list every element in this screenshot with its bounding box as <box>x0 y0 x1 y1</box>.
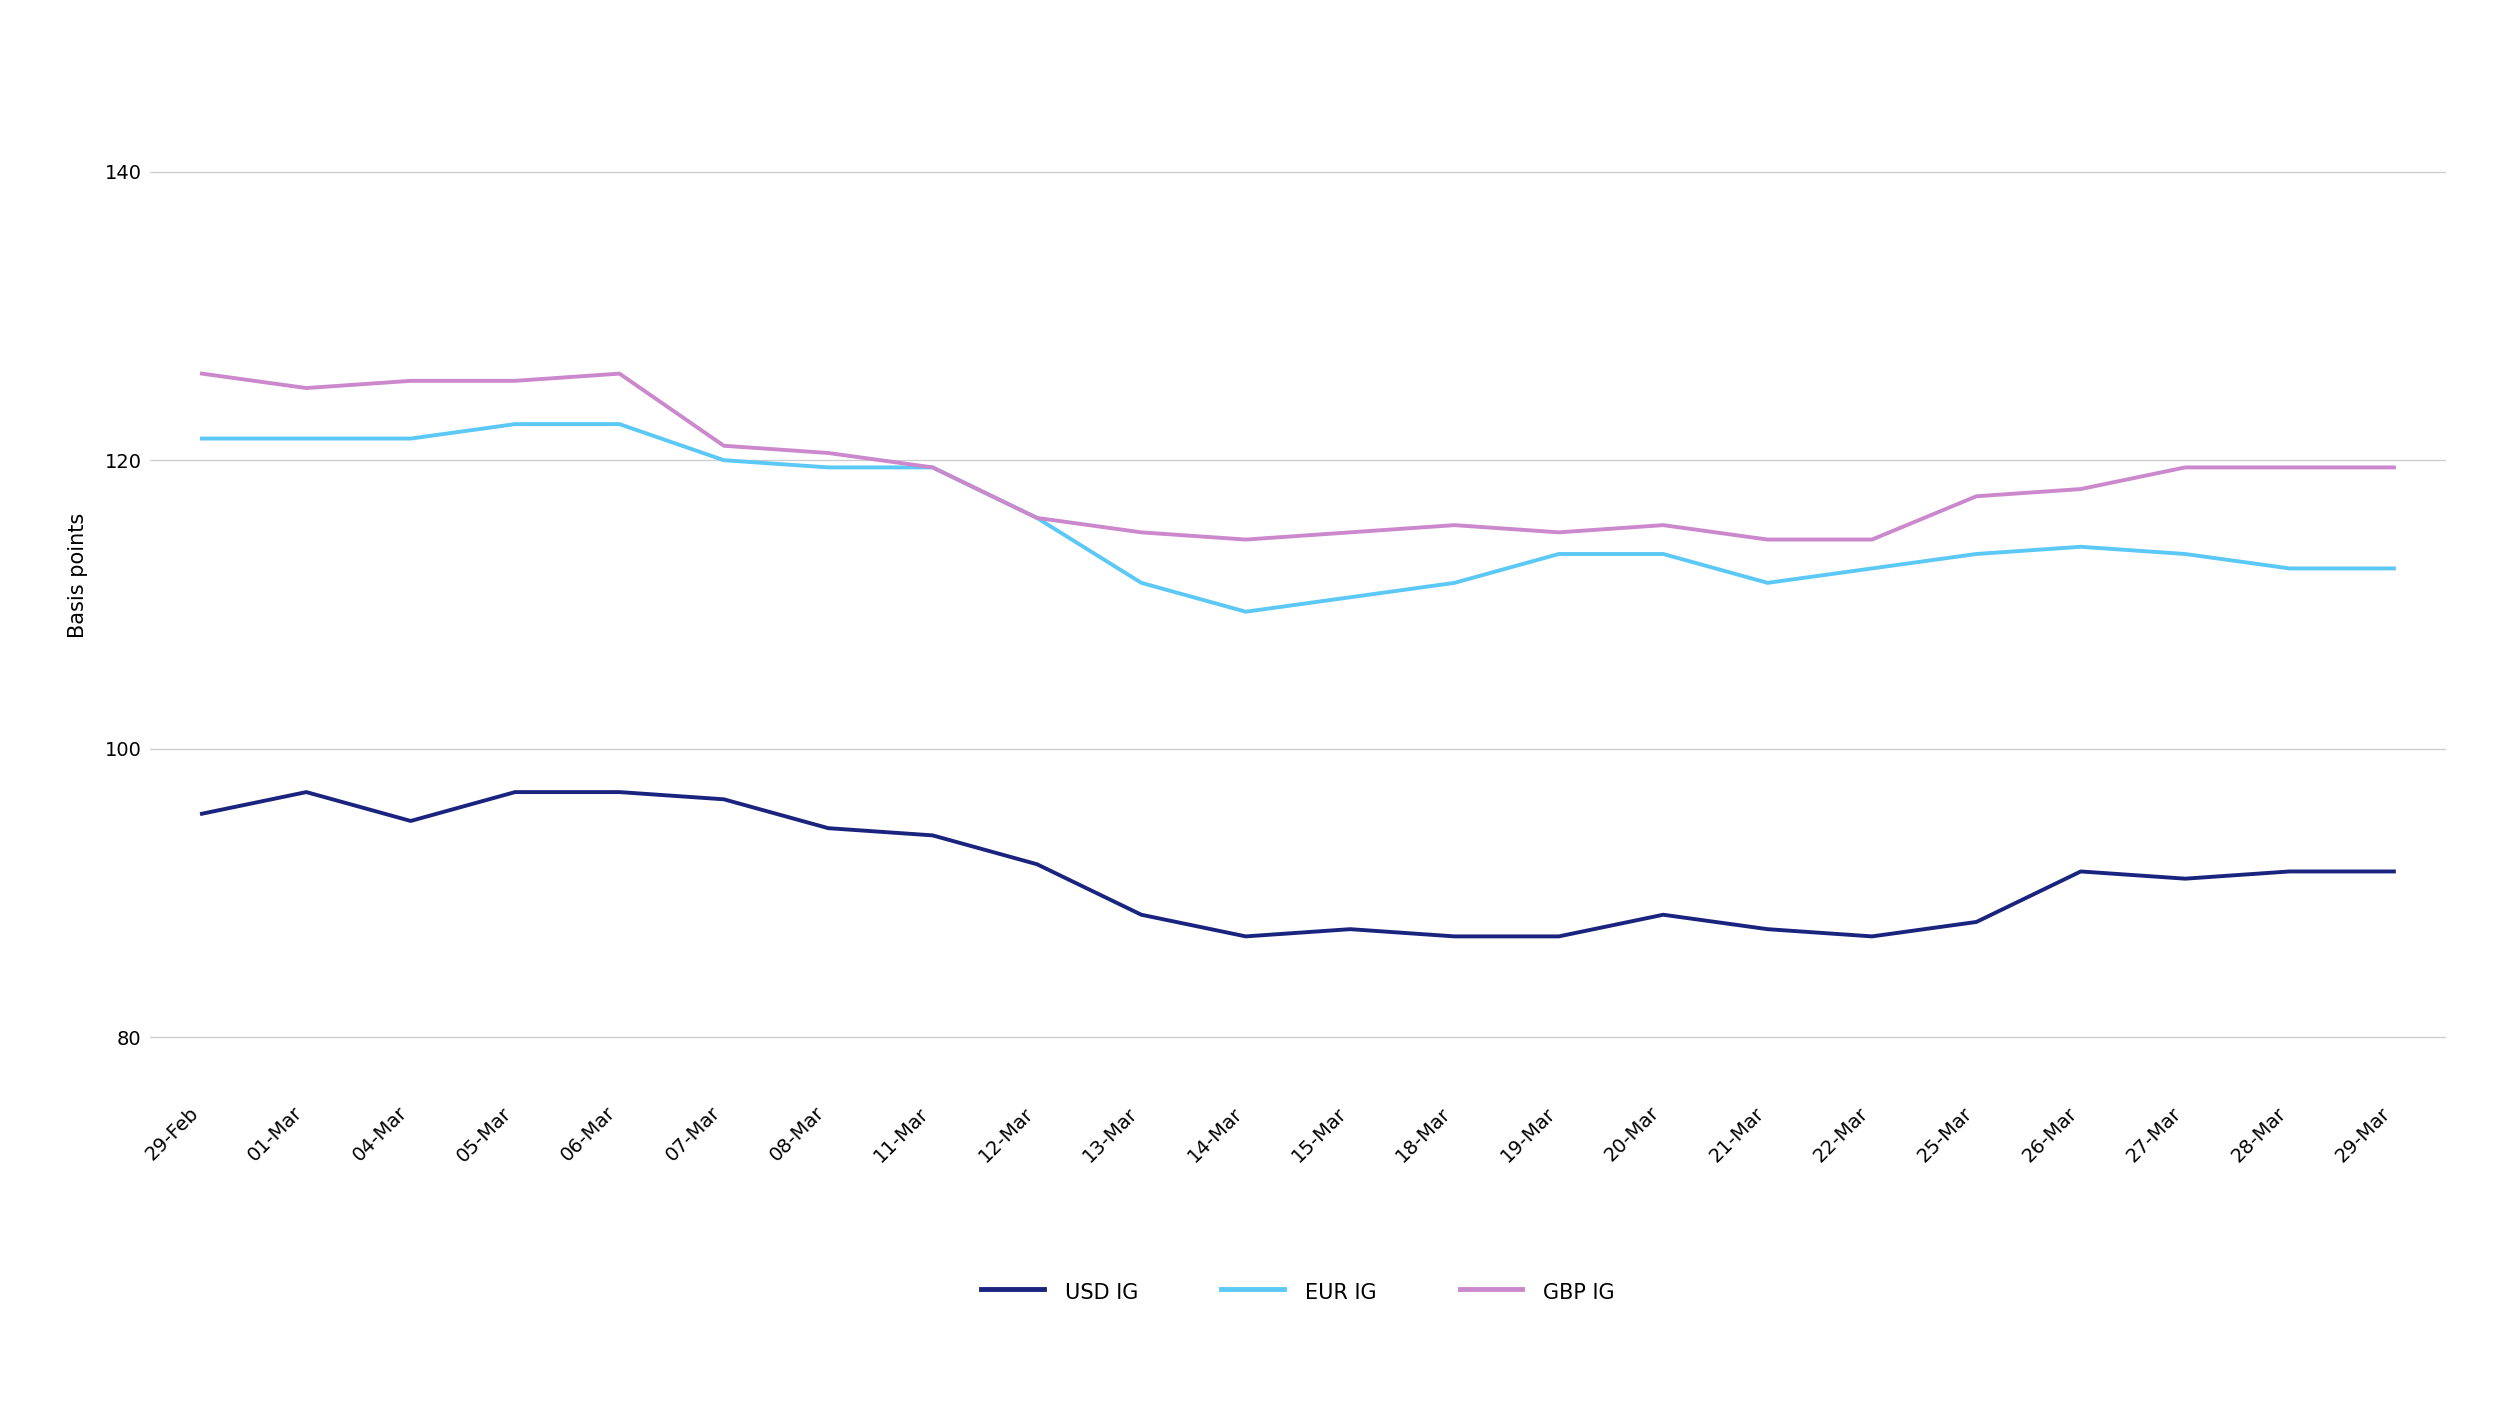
USD IG <box>604 783 634 800</box>
GBP IG <box>1126 524 1156 541</box>
USD IG <box>709 790 739 807</box>
GBP IG <box>1231 531 1260 548</box>
EUR IG <box>1647 546 1677 563</box>
GBP IG <box>604 365 634 382</box>
USD IG <box>1440 928 1470 945</box>
GBP IG <box>919 459 948 476</box>
USD IG <box>2274 863 2304 880</box>
GBP IG <box>1647 517 1677 534</box>
USD IG <box>187 806 217 823</box>
EUR IG <box>499 416 529 432</box>
EUR IG <box>2169 546 2199 563</box>
GBP IG <box>1857 531 1887 548</box>
USD IG <box>292 783 322 800</box>
USD IG <box>1021 856 1051 873</box>
EUR IG <box>292 430 322 446</box>
GBP IG <box>1440 517 1470 534</box>
USD IG <box>1962 914 1992 931</box>
USD IG <box>1647 907 1677 924</box>
EUR IG <box>1335 588 1365 605</box>
USD IG <box>1335 921 1365 938</box>
USD IG <box>1126 907 1156 924</box>
USD IG <box>397 813 427 830</box>
EUR IG <box>397 430 427 446</box>
EUR IG <box>1545 546 1575 563</box>
GBP IG <box>2169 459 2199 476</box>
Line: GBP IG: GBP IG <box>202 373 2394 539</box>
EUR IG <box>709 452 739 469</box>
USD IG <box>1231 928 1260 945</box>
USD IG <box>919 827 948 844</box>
EUR IG <box>1857 560 1887 577</box>
USD IG <box>2169 870 2199 887</box>
Legend: USD IG, EUR IG, GBP IG: USD IG, EUR IG, GBP IG <box>973 1271 1622 1313</box>
USD IG <box>1752 921 1782 938</box>
USD IG <box>1545 928 1575 945</box>
EUR IG <box>919 459 948 476</box>
GBP IG <box>709 438 739 455</box>
EUR IG <box>2379 560 2409 577</box>
Line: EUR IG: EUR IG <box>202 424 2394 612</box>
EUR IG <box>1126 574 1156 591</box>
GBP IG <box>1021 510 1051 526</box>
EUR IG <box>2067 538 2097 555</box>
USD IG <box>814 820 844 837</box>
USD IG <box>1857 928 1887 945</box>
EUR IG <box>187 430 217 446</box>
GBP IG <box>187 365 217 382</box>
GBP IG <box>397 372 427 389</box>
EUR IG <box>1962 546 1992 563</box>
GBP IG <box>292 379 322 396</box>
EUR IG <box>1440 574 1470 591</box>
GBP IG <box>499 372 529 389</box>
EUR IG <box>1021 510 1051 526</box>
USD IG <box>499 783 529 800</box>
GBP IG <box>1752 531 1782 548</box>
GBP IG <box>2274 459 2304 476</box>
GBP IG <box>1545 524 1575 541</box>
GBP IG <box>1335 524 1365 541</box>
Line: USD IG: USD IG <box>202 792 2394 936</box>
EUR IG <box>2274 560 2304 577</box>
EUR IG <box>1231 604 1260 621</box>
GBP IG <box>814 445 844 462</box>
GBP IG <box>1962 487 1992 504</box>
Y-axis label: Basis points: Basis points <box>67 512 87 639</box>
GBP IG <box>2379 459 2409 476</box>
USD IG <box>2067 863 2097 880</box>
EUR IG <box>1752 574 1782 591</box>
GBP IG <box>2067 480 2097 497</box>
EUR IG <box>814 459 844 476</box>
EUR IG <box>604 416 634 432</box>
USD IG <box>2379 863 2409 880</box>
